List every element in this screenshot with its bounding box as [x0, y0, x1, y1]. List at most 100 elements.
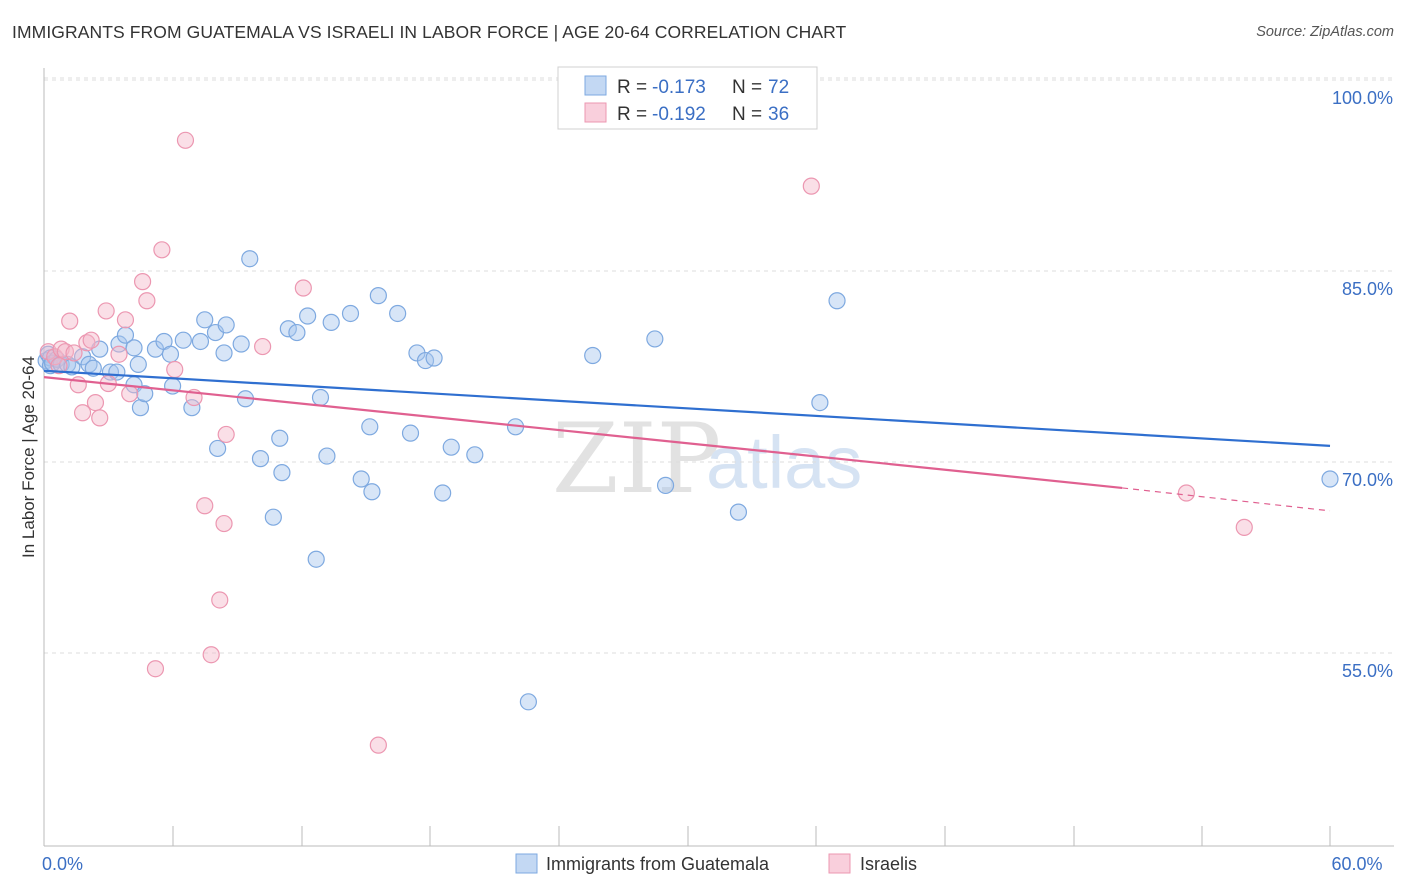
data-point [174, 331, 192, 349]
data-point [82, 331, 100, 349]
data-point [729, 503, 748, 521]
legend-n-label-israelis: N = [732, 104, 762, 125]
legend-bottom-label-guatemala: Immigrants from Guatemala [546, 854, 770, 874]
trend-line-extension-israelis [1122, 487, 1331, 512]
watermark: ZIP atlas [552, 403, 862, 515]
data-point [363, 483, 381, 501]
data-point [125, 339, 143, 357]
trend-lines [43, 369, 1331, 512]
series-points-guatemala [37, 88, 1339, 711]
data-point [466, 446, 484, 464]
data-point [121, 385, 139, 403]
data-point [369, 736, 387, 754]
watermark-zip: ZIP [552, 403, 721, 515]
data-point [1177, 484, 1195, 502]
data-point [307, 550, 325, 568]
data-point [116, 311, 135, 329]
source-credit: Source: ZipAtlas.com [1256, 24, 1394, 40]
data-point [110, 345, 128, 363]
x-tick-labels: 0.0% 60.0% [42, 854, 1383, 874]
data-point [129, 355, 147, 373]
data-point [56, 343, 75, 361]
data-point [442, 438, 460, 456]
data-point [802, 177, 820, 195]
data-point [401, 424, 420, 442]
data-point [254, 337, 272, 356]
data-point [50, 357, 68, 375]
data-point [215, 514, 233, 533]
y-tick-labels: 100.0% 85.0% 70.0% 55.0% [1332, 88, 1393, 681]
data-point [271, 429, 289, 447]
data-point [191, 332, 210, 351]
data-point [273, 464, 291, 482]
legend-swatch-israelis [584, 102, 607, 123]
data-point [299, 307, 317, 325]
trend-line-israelis [43, 376, 1123, 490]
data-point [176, 131, 195, 149]
legend-r-value-israelis: -0.192 [652, 104, 706, 125]
data-point [264, 508, 282, 526]
data-point [61, 312, 79, 330]
data-point [202, 646, 220, 664]
data-point [251, 450, 270, 468]
data-point [279, 320, 297, 338]
data-point [656, 476, 675, 494]
data-point [153, 241, 171, 259]
data-point [389, 304, 407, 323]
x-tick-label: 60.0% [1331, 854, 1382, 874]
data-point [828, 292, 846, 310]
data-point [84, 359, 102, 377]
legend-r-value-guatemala: -0.173 [652, 77, 706, 98]
data-point [73, 404, 92, 422]
data-point [86, 394, 105, 412]
data-point [215, 344, 233, 362]
data-point [131, 399, 150, 417]
data-point [361, 418, 379, 436]
data-point [166, 360, 184, 379]
data-point [341, 304, 360, 323]
data-point [311, 388, 330, 407]
data-point [352, 470, 370, 488]
data-point [196, 311, 214, 329]
data-point [161, 345, 180, 363]
data-point [146, 660, 165, 678]
data-point [97, 302, 115, 320]
data-point [425, 349, 443, 367]
page-title: IMMIGRANTS FROM GUATEMALA VS ISRAELI IN … [12, 22, 847, 42]
y-tick-label: 55.0% [1342, 661, 1393, 681]
data-point [1235, 518, 1253, 536]
data-point [217, 425, 235, 444]
trend-line-guatemala [43, 369, 1331, 447]
data-point [434, 484, 452, 502]
data-point [116, 326, 135, 344]
data-point [232, 335, 250, 353]
data-point [138, 292, 156, 310]
data-point [209, 439, 227, 458]
legend-bottom-swatch-israelis [828, 853, 851, 874]
series-points-israelis [39, 131, 1253, 754]
data-point [91, 409, 109, 427]
legend-r-label-israelis: R = [617, 104, 647, 125]
data-point [519, 693, 537, 711]
legend-series: Immigrants from Guatemala Israelis [515, 853, 917, 874]
legend-n-value-israelis: 36 [768, 104, 789, 125]
data-point [1321, 470, 1339, 488]
gridlines [44, 77, 1394, 654]
data-point [136, 385, 154, 403]
data-point [217, 316, 235, 334]
data-point [196, 497, 214, 515]
x-tick-label: 0.0% [42, 854, 83, 874]
y-tick-label: 70.0% [1342, 470, 1393, 490]
data-point [241, 250, 259, 268]
y-tick-label: 85.0% [1342, 279, 1393, 299]
legend-bottom-swatch-guatemala [515, 853, 538, 874]
legend-r-label-guatemala: R = [617, 77, 647, 98]
legend-n-value-guatemala: 72 [768, 77, 789, 98]
data-point [65, 344, 83, 362]
data-point [183, 399, 201, 417]
data-point [63, 358, 81, 376]
data-point [211, 591, 229, 609]
data-points [37, 88, 1339, 754]
data-point [294, 279, 312, 297]
